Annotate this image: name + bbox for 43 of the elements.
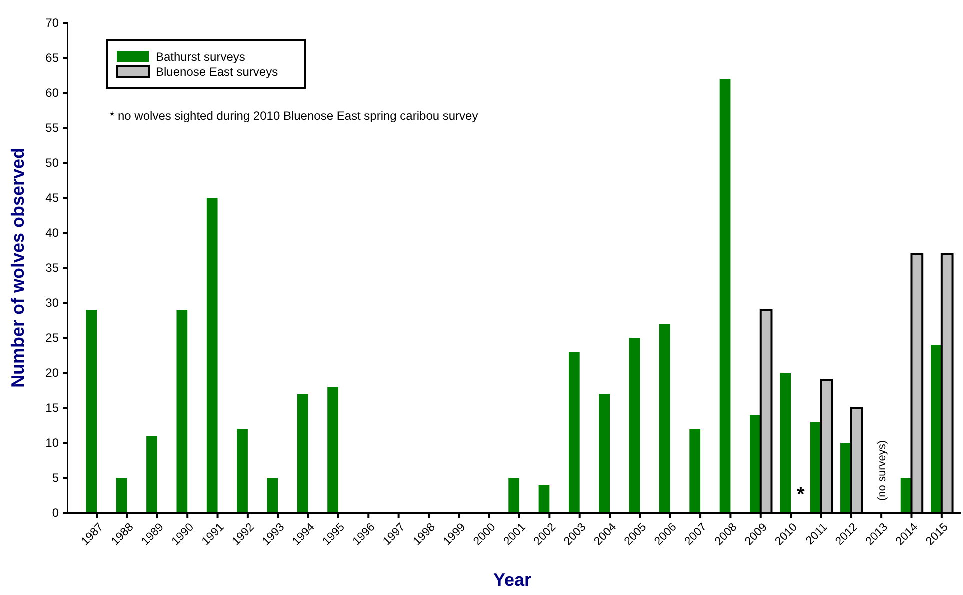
bar	[690, 429, 701, 513]
bar	[146, 436, 158, 513]
bar	[176, 310, 188, 513]
bar	[86, 310, 98, 513]
legend-label: Bluenose East surveys	[156, 65, 278, 80]
y-tick-label: 5	[52, 471, 60, 486]
y-tick-label: 60	[46, 86, 60, 100]
bar	[538, 485, 550, 513]
y-tick-label: 15	[46, 401, 60, 416]
y-tick-label: 40	[46, 226, 60, 240]
bar	[931, 345, 942, 513]
bar	[328, 387, 338, 513]
y-tick-label: 10	[46, 436, 60, 450]
y-tick-label: 45	[46, 191, 60, 206]
bar	[237, 429, 248, 513]
bar	[116, 478, 128, 513]
bar	[267, 478, 278, 513]
bar	[780, 373, 792, 513]
y-tick-label: 35	[46, 261, 60, 276]
bar	[660, 324, 670, 513]
y-axis-title: Number of wolves observed	[8, 148, 28, 388]
legend-label: Bathurst surveys	[156, 50, 246, 64]
annotation: (no surveys)	[876, 440, 889, 501]
bar	[720, 79, 731, 513]
bar	[629, 338, 640, 513]
annotation: * no wolves sighted during 2010 Bluenose East spring caribou survey	[110, 109, 478, 123]
y-tick-label: 0	[52, 506, 60, 520]
bar	[297, 394, 308, 513]
y-tick-label: 55	[46, 121, 60, 136]
annotation: *	[797, 484, 806, 506]
y-tick-label: 25	[46, 331, 60, 346]
bar	[206, 198, 218, 513]
bar	[840, 443, 852, 513]
bar	[508, 478, 520, 513]
y-tick-label: 20	[46, 366, 60, 380]
bar	[750, 415, 761, 513]
y-tick-label: 65	[46, 51, 60, 66]
x-axis-title: Year	[493, 570, 532, 590]
bar	[568, 352, 580, 513]
y-tick-label: 30	[46, 296, 60, 310]
y-tick-label: 70	[46, 16, 60, 30]
bar	[599, 394, 610, 513]
y-tick-label: 50	[46, 156, 60, 170]
